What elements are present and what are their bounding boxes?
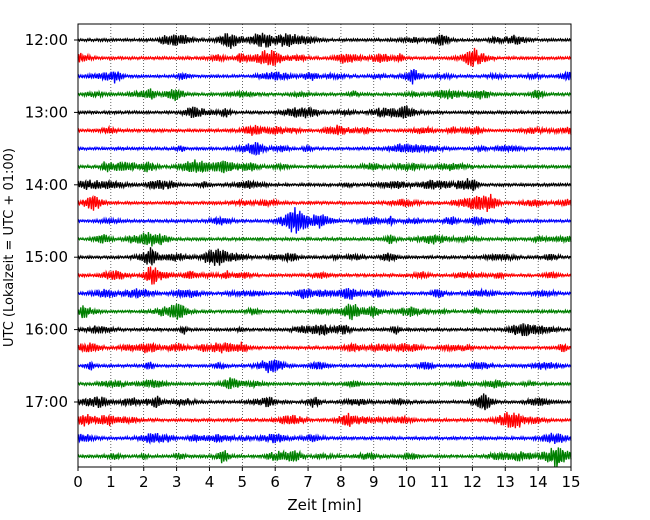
seismogram-trace: [77, 247, 572, 266]
seismogram-trace: [77, 159, 572, 174]
seismogram-trace: [77, 447, 572, 468]
y-tick-label: 14:00: [25, 176, 68, 194]
x-tick-label: 3: [172, 473, 182, 491]
seismogram-trace: [77, 432, 572, 445]
seismogram-trace: [77, 105, 572, 119]
plot-frame: [77, 23, 572, 468]
seismogram-trace: [77, 393, 572, 411]
seismogram-trace: [77, 323, 572, 337]
seismogram-trace: [77, 124, 572, 136]
x-tick-label: 1: [106, 473, 116, 491]
seismogram-trace: [77, 68, 572, 85]
x-tick-label: 5: [238, 473, 248, 491]
x-tick-label: 11: [430, 473, 449, 491]
seismogram-trace: [77, 207, 572, 234]
seismogram-trace: [77, 141, 572, 157]
x-tick-label: 15: [561, 473, 580, 491]
seismogram-trace: [77, 193, 572, 213]
y-tick-label: 17:00: [25, 393, 68, 411]
x-tick-label: 10: [397, 473, 416, 491]
seismogram-trace: [77, 178, 572, 192]
trace-group: [77, 32, 572, 468]
seismogram-trace: [77, 232, 572, 247]
x-tick-label: 0: [73, 473, 83, 491]
seismogram-trace: [77, 266, 572, 285]
x-axis-ticks: 0 1 2 3 4 5 6 7 8 9 10 11 12 13 14 15: [73, 467, 581, 491]
seismogram-trace: [77, 411, 572, 429]
x-tick-label: 13: [496, 473, 515, 491]
seismogram-trace: [77, 341, 572, 354]
x-tick-label: 7: [303, 473, 313, 491]
grid-lines: [110, 24, 539, 467]
x-tick-label: 14: [529, 473, 548, 491]
y-tick-label: 16:00: [25, 321, 68, 339]
x-tick-label: 12: [463, 473, 482, 491]
x-tick-label: 8: [336, 473, 346, 491]
y-tick-label: 12:00: [25, 31, 68, 49]
x-axis-label: Zeit [min]: [287, 496, 361, 514]
seismogram-trace: [77, 32, 572, 49]
y-axis-label: UTC (Lokalzeit = UTC + 01:00): [2, 148, 17, 347]
x-tick-label: 4: [205, 473, 215, 491]
x-tick-label: 2: [139, 473, 149, 491]
seismogram-trace: [77, 358, 572, 374]
seismogram-trace: [77, 287, 572, 300]
y-tick-label: 13:00: [25, 103, 68, 121]
seismogram-trace: [77, 377, 572, 390]
x-tick-label: 9: [369, 473, 379, 491]
seismogram-trace: [77, 88, 572, 102]
x-tick-label: 6: [270, 473, 280, 491]
seismogram-trace: [77, 303, 572, 321]
y-axis-ticks: 12:00 13:00 14:00 15:00 16:00 17:00: [25, 31, 78, 411]
y-tick-label: 15:00: [25, 248, 68, 266]
seismogram-trace: [77, 47, 572, 67]
